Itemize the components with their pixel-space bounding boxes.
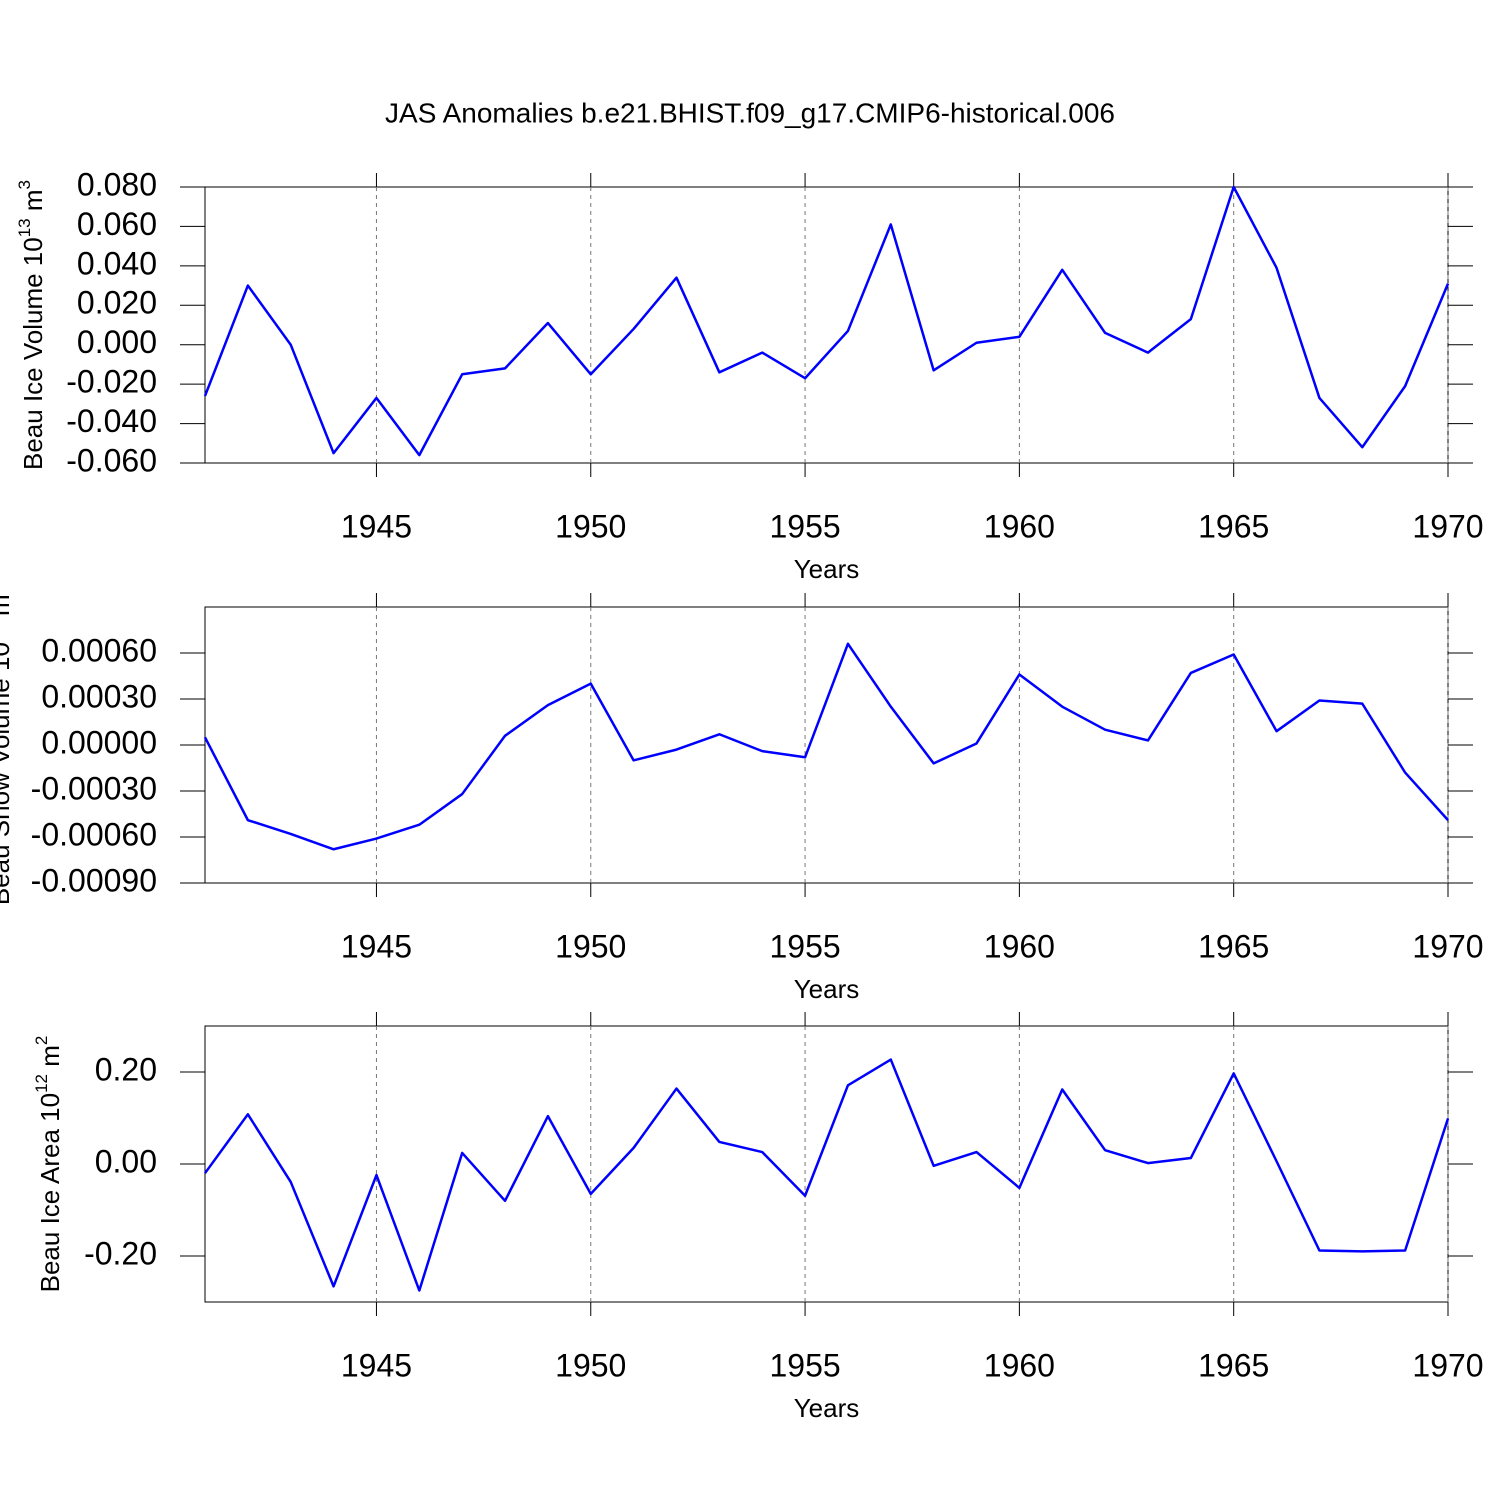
y-tick-label: 0.000 — [77, 324, 157, 360]
y-tick-label: 0.040 — [77, 245, 157, 281]
y-tick-label: 0.00030 — [41, 678, 157, 714]
x-tick-label: 1945 — [341, 1347, 412, 1383]
x-tick-label: 1955 — [769, 508, 840, 544]
figure-title: JAS Anomalies b.e21.BHIST.f09_g17.CMIP6-… — [385, 97, 1115, 128]
y-tick-label: 0.020 — [77, 285, 157, 321]
x-tick-label: 1945 — [341, 508, 412, 544]
x-tick-label: 1970 — [1412, 1347, 1483, 1383]
y-tick-label: -0.00030 — [31, 770, 157, 806]
y-axis-label-exponent: 3 — [15, 180, 34, 189]
y-axis-label-exponent: 13 — [0, 623, 1, 642]
y-axis-label-text: Beau Snow Volume 10 — [0, 642, 15, 905]
x-axis-label: Years — [794, 1393, 860, 1423]
x-tick-label: 1950 — [555, 508, 626, 544]
y-tick-label: -0.040 — [66, 403, 157, 439]
x-tick-label: 1945 — [341, 928, 412, 964]
x-tick-label: 1970 — [1412, 508, 1483, 544]
plot-frame — [204, 606, 1449, 884]
plot-frame — [204, 186, 1449, 464]
y-tick-label: 0.00060 — [41, 632, 157, 668]
x-tick-label: 1955 — [769, 1347, 840, 1383]
x-tick-label: 1960 — [984, 508, 1055, 544]
y-axis-label-exponent: 3 — [0, 585, 1, 594]
y-axis-label-text: Beau Ice Area 10 — [35, 1093, 65, 1292]
x-tick-label: 1965 — [1198, 928, 1269, 964]
x-tick-label: 1965 — [1198, 1347, 1269, 1383]
x-tick-label: 1965 — [1198, 508, 1269, 544]
y-tick-label: 0.060 — [77, 206, 157, 242]
y-axis-label-exponent: 13 — [15, 218, 34, 237]
y-tick-label: 0.00000 — [41, 724, 157, 760]
y-tick-label: -0.020 — [66, 364, 157, 400]
y-tick-label: 0.00 — [95, 1143, 157, 1179]
data-line — [203, 642, 1449, 851]
y-axis-label: Beau Ice Volume 1013 m3 — [15, 180, 48, 470]
y-tick-label: 0.080 — [77, 166, 157, 202]
y-axis-label-text: Beau Ice Volume 10 — [18, 237, 48, 470]
x-tick-label: 1955 — [769, 928, 840, 964]
y-axis-label-text: m — [0, 594, 15, 623]
x-tick-label: 1950 — [555, 1347, 626, 1383]
x-axis-label: Years — [794, 974, 860, 1004]
y-axis-label-exponent: 2 — [32, 1036, 51, 1045]
y-tick-label: -0.20 — [84, 1235, 157, 1271]
y-axis-label-exponent: 12 — [32, 1074, 51, 1093]
x-tick-label: 1970 — [1412, 928, 1483, 964]
y-tick-label: -0.00060 — [31, 816, 157, 852]
x-axis-label: Years — [794, 554, 860, 584]
y-axis-label: Beau Ice Area 1012 m2 — [32, 1036, 65, 1293]
y-axis-label-text: m — [35, 1045, 65, 1074]
y-tick-label: -0.060 — [66, 442, 157, 478]
y-axis-label-text: m — [18, 189, 48, 218]
y-tick-label: 0.20 — [95, 1051, 157, 1087]
plot-frame — [204, 1025, 1449, 1303]
x-tick-label: 1950 — [555, 928, 626, 964]
x-tick-label: 1960 — [984, 1347, 1055, 1383]
y-tick-label: -0.00090 — [31, 862, 157, 898]
data-line — [203, 1058, 1450, 1292]
y-axis-label: Beau Snow Volume 1013 m3 — [0, 585, 15, 905]
x-tick-label: 1960 — [984, 928, 1055, 964]
data-line — [203, 185, 1450, 457]
